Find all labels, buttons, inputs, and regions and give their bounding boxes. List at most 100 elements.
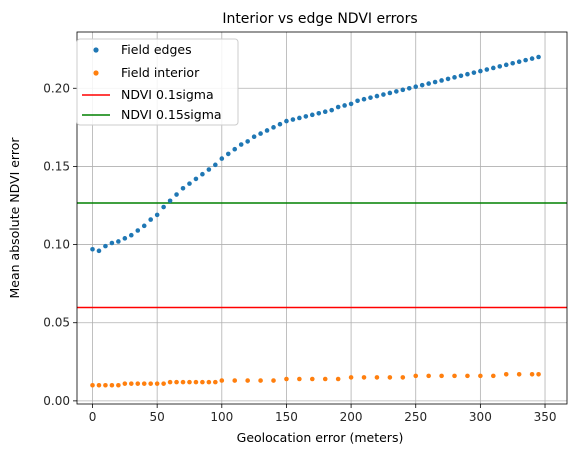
data-point	[529, 372, 535, 377]
legend-label-field-edges: Field edges	[121, 42, 192, 57]
data-point	[335, 104, 341, 110]
data-point	[510, 60, 515, 66]
data-point	[225, 151, 231, 157]
data-point	[141, 381, 147, 386]
data-point	[536, 54, 541, 60]
data-point	[154, 212, 160, 218]
data-point	[529, 56, 535, 61]
data-point	[96, 382, 102, 388]
data-point	[478, 68, 483, 74]
data-point	[264, 128, 270, 133]
y-tick-label: 0.10	[43, 238, 70, 252]
data-point	[387, 375, 393, 380]
data-point	[322, 109, 328, 115]
data-point	[167, 198, 173, 204]
data-point	[335, 376, 341, 382]
plot-area-frame	[76, 31, 568, 405]
data-point	[439, 373, 444, 379]
data-point	[135, 228, 141, 233]
data-point	[122, 236, 128, 241]
x-tick-label: 50	[150, 410, 165, 424]
data-point	[277, 121, 283, 127]
data-point	[122, 381, 128, 386]
data-point	[148, 381, 153, 386]
x-tick-label: 300	[469, 410, 492, 424]
data-point	[154, 381, 160, 386]
legend: Field edges Field interior NDVI 0.1sigma…	[76, 38, 239, 126]
data-point	[206, 167, 212, 172]
data-point	[200, 171, 205, 177]
data-point	[348, 101, 354, 107]
data-point	[232, 378, 238, 383]
y-tick-label: 0.20	[43, 81, 70, 95]
data-point	[109, 382, 115, 388]
data-point	[465, 71, 470, 77]
data-point	[200, 379, 205, 385]
data-point	[491, 65, 496, 71]
data-point	[297, 376, 302, 382]
data-point	[187, 181, 192, 186]
data-point	[90, 382, 95, 388]
x-axis-title: Geolocation error (meters)	[237, 430, 404, 445]
data-point	[523, 57, 528, 63]
data-point	[161, 204, 166, 210]
data-point	[271, 378, 276, 383]
x-tick-label: 150	[275, 410, 298, 424]
data-point	[90, 246, 95, 252]
data-point	[103, 243, 108, 249]
data-point	[361, 375, 367, 380]
data-point	[96, 248, 102, 254]
data-point	[406, 85, 412, 91]
data-point	[310, 376, 315, 382]
data-point	[206, 379, 212, 385]
y-tick-label: 0.15	[43, 159, 70, 173]
data-point	[232, 146, 238, 152]
data-points	[90, 54, 541, 388]
data-point	[303, 114, 309, 119]
data-point	[361, 96, 367, 102]
data-point	[290, 117, 296, 122]
data-point	[129, 381, 134, 386]
data-point	[258, 378, 263, 383]
data-point	[432, 79, 438, 85]
data-point	[213, 379, 218, 385]
x-tick-label: 250	[404, 410, 427, 424]
data-point	[129, 232, 134, 238]
data-point	[452, 373, 457, 379]
x-axis-ticks: 0 50 100 150 200 250 300 350	[89, 404, 556, 424]
data-point	[180, 186, 186, 191]
data-point	[219, 378, 225, 383]
legend-box	[76, 38, 239, 126]
data-point	[322, 376, 328, 382]
data-point	[310, 112, 315, 118]
data-point	[445, 76, 451, 82]
data-point	[193, 379, 199, 385]
data-point	[116, 382, 121, 388]
data-point	[329, 107, 334, 113]
data-point	[503, 62, 509, 68]
data-point	[497, 64, 503, 69]
data-point	[187, 379, 192, 385]
data-point	[193, 176, 199, 182]
x-tick-label: 200	[340, 410, 363, 424]
data-point	[439, 78, 444, 83]
y-axis-ticks: 0.00 0.05 0.10 0.15 0.20	[43, 81, 77, 408]
data-point	[413, 84, 419, 90]
y-tick-label: 0.00	[43, 394, 70, 408]
data-point	[400, 87, 406, 93]
data-point	[419, 82, 425, 88]
x-tick-label: 0	[89, 410, 97, 424]
data-point	[348, 375, 354, 380]
y-axis-title: Mean absolute NDVI error	[7, 137, 22, 299]
data-point	[503, 372, 509, 377]
legend-marker-field-edges	[93, 47, 99, 53]
data-point	[484, 67, 490, 72]
data-point	[426, 81, 431, 86]
legend-label-ndvi-0-15sigma: NDVI 0.15sigma	[121, 107, 222, 122]
legend-label-field-interior: Field interior	[121, 65, 200, 80]
data-point	[355, 98, 360, 104]
data-point	[109, 240, 115, 246]
threshold-lines	[77, 202, 567, 309]
data-point	[426, 373, 431, 379]
